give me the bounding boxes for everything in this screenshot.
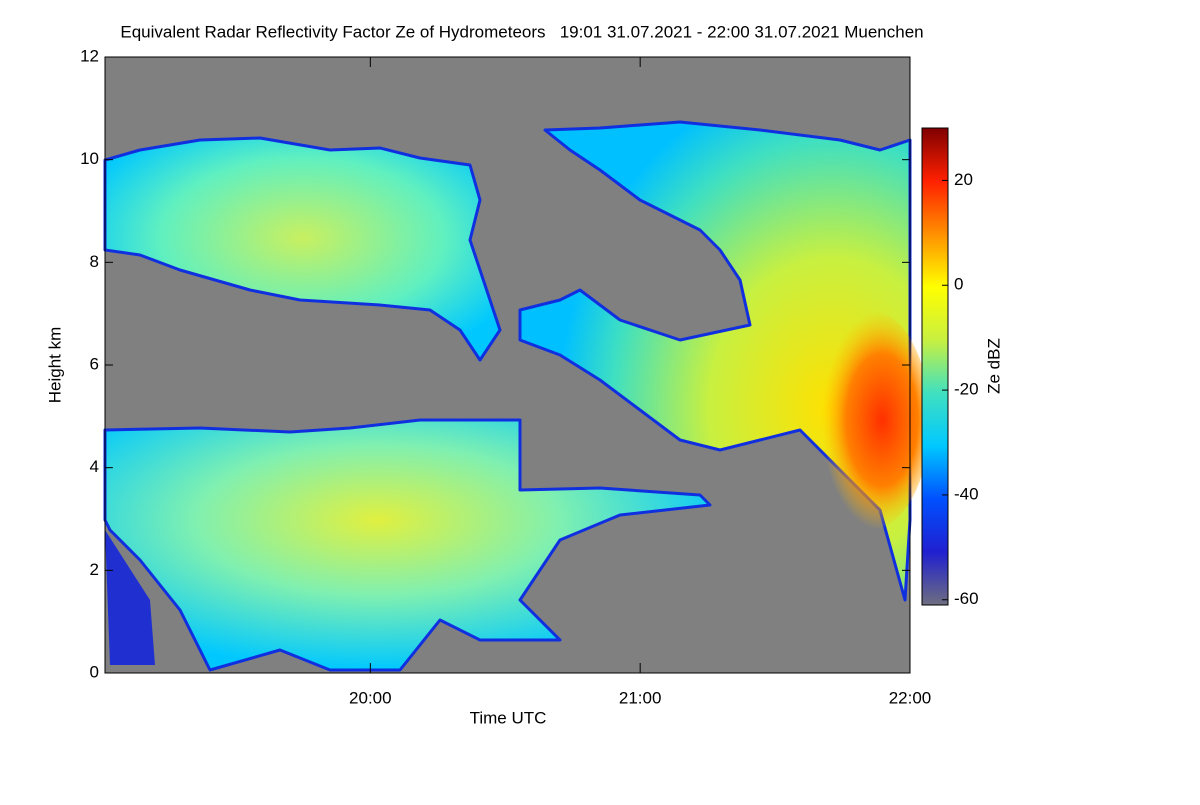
- y-tick-label: 6: [90, 354, 99, 373]
- x-axis-label: Time UTC: [470, 708, 547, 727]
- y-tick-label: 2: [90, 560, 99, 579]
- echo-lower: [103, 418, 712, 672]
- y-tick-label: 8: [90, 252, 99, 271]
- y-tick-label: 12: [80, 46, 99, 65]
- echo-upper-left: [103, 136, 502, 362]
- colorbar-tick-label: -40: [954, 484, 979, 503]
- echo-right: [518, 120, 912, 602]
- y-tick-label: 4: [90, 457, 99, 476]
- echo-base: [105, 530, 155, 665]
- colorbar-tick-label: 0: [954, 275, 963, 294]
- y-tick-label: 0: [90, 662, 99, 681]
- x-tick-label: 22:00: [889, 688, 932, 707]
- colorbar: [921, 127, 949, 606]
- y-axis-label: Height km: [45, 327, 64, 404]
- x-tick-label: 21:00: [619, 688, 662, 707]
- colorbar-tick-label: -20: [954, 380, 979, 399]
- y-tick-label: 10: [80, 149, 99, 168]
- colorbar-label: Ze dBZ: [984, 338, 1003, 394]
- echo-core: [810, 310, 930, 530]
- chart-title: Equivalent Radar Reflectivity Factor Ze …: [120, 22, 923, 41]
- colorbar-tick-label: -60: [954, 589, 979, 608]
- colorbar-tick-label: 20: [954, 170, 973, 189]
- x-tick-label: 20:00: [349, 688, 392, 707]
- radar-echoes: [103, 120, 930, 672]
